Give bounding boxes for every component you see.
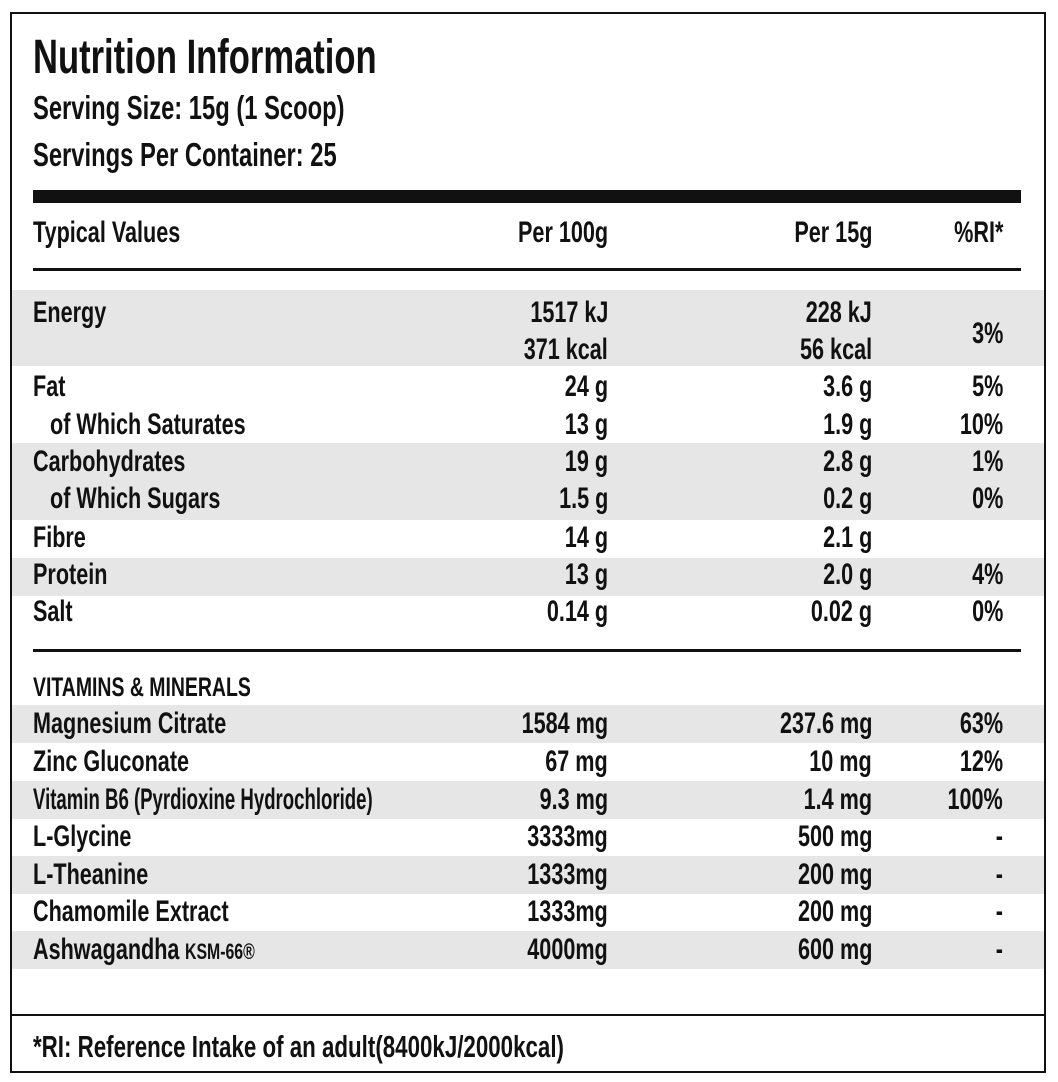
column-header: %RI* [953, 216, 1003, 249]
per-15g: 0.02 g [810, 595, 872, 628]
column-header: Per 100g [517, 216, 608, 249]
ri: 10% [959, 408, 1003, 441]
per-15g: 200 mg [797, 858, 872, 891]
ri: - [995, 858, 1003, 891]
per-100g: 1584 mg [521, 707, 608, 740]
serving-size: Serving Size: 15g (1 Scoop) [33, 89, 345, 127]
ri: - [995, 933, 1003, 966]
per-100g: 9.3 mg [539, 783, 608, 816]
column-header: Typical Values [33, 216, 181, 249]
per-100g: 0.14 g [546, 595, 608, 628]
per-100g: 19 g [564, 445, 608, 478]
nutrient-name: of Which Saturates [50, 408, 246, 441]
ri: 0% [971, 482, 1003, 515]
per-15g: 237.6 mg [779, 707, 872, 740]
per-100g: 1517 kJ [529, 296, 608, 329]
row-shade [12, 705, 1044, 743]
per-100g: 14 g [564, 521, 608, 554]
per-15g: 228 kJ [805, 296, 872, 329]
rule [33, 649, 1021, 652]
per-15g: 1.9 g [822, 408, 872, 441]
per-100g: 13 g [564, 408, 608, 441]
per-100g: 67 mg [545, 745, 608, 778]
per-100g: 1333mg [527, 858, 608, 891]
ri: 0% [971, 595, 1003, 628]
per-100g: 4000mg [527, 933, 608, 966]
frame [10, 12, 1046, 1073]
nutrient-name: Zinc Gluconate [33, 745, 190, 778]
row-shade [12, 558, 1044, 596]
row-shade [12, 781, 1044, 819]
rule [33, 268, 1021, 271]
servings-per-container: Servings Per Container: 25 [33, 136, 337, 174]
ri: 12% [959, 745, 1003, 778]
row-shade [12, 856, 1044, 894]
nutrient-name: Fibre [33, 521, 86, 554]
per-15g: 3.6 g [822, 370, 872, 403]
nutrient-name: Protein [33, 558, 108, 591]
column-header: Per 15g [793, 216, 872, 249]
per-100g: 1.5 g [558, 482, 608, 515]
per-15g: 200 mg [797, 895, 872, 928]
per-15g: 0.2 g [822, 482, 872, 515]
footnote: *RI: Reference Intake of an adult(8400kJ… [33, 1029, 564, 1065]
ri: 3% [971, 317, 1003, 350]
ri: 5% [971, 370, 1003, 403]
ri: 100% [947, 783, 1003, 816]
nutrient-name: Fat [33, 370, 66, 403]
nutrient-name: of Which Sugars [50, 482, 221, 515]
thick-rule [33, 190, 1021, 203]
row-shade [12, 443, 1044, 520]
per-15g: 600 mg [797, 933, 872, 966]
title: Nutrition Information [33, 31, 377, 85]
per-100g: 24 g [564, 370, 608, 403]
ri: - [995, 895, 1003, 928]
per-100g: 1333mg [527, 895, 608, 928]
per-15g: 500 mg [797, 820, 872, 853]
nutrient-note: KSM-66® [185, 938, 256, 964]
ri: 4% [971, 558, 1003, 591]
nutrient-name: Vitamin B6 (Pyrdioxine Hydrochloride) [33, 783, 373, 816]
nutrient-name: Carbohydrates [33, 445, 186, 478]
nutrient-name: Magnesium Citrate [33, 707, 227, 740]
per-15g: 10 mg [809, 745, 872, 778]
nutrient-name: L-Glycine [33, 820, 132, 853]
nutrient-name: Energy [33, 296, 107, 329]
ri: 63% [959, 707, 1003, 740]
section-heading: VITAMINS & MINERALS [33, 671, 251, 702]
ri: 1% [971, 445, 1003, 478]
ri: - [995, 820, 1003, 853]
row-shade [12, 290, 1044, 366]
nutrient-name: L-Theanine [33, 858, 149, 891]
nutrient-name: Salt [33, 595, 73, 628]
per-15g: 2.8 g [822, 445, 872, 478]
per-100g: 371 kcal [523, 333, 608, 366]
per-100g: 3333mg [527, 820, 608, 853]
per-15g: 56 kcal [799, 333, 872, 366]
per-15g: 2.0 g [822, 558, 872, 591]
per-100g: 13 g [564, 558, 608, 591]
footer-rule [12, 1014, 1044, 1016]
per-15g: 2.1 g [822, 521, 872, 554]
row-shade [12, 931, 1044, 969]
nutrient-name: Chamomile Extract [33, 895, 229, 928]
nutrient-name: Ashwagandha [33, 933, 180, 966]
per-15g: 1.4 mg [803, 783, 872, 816]
